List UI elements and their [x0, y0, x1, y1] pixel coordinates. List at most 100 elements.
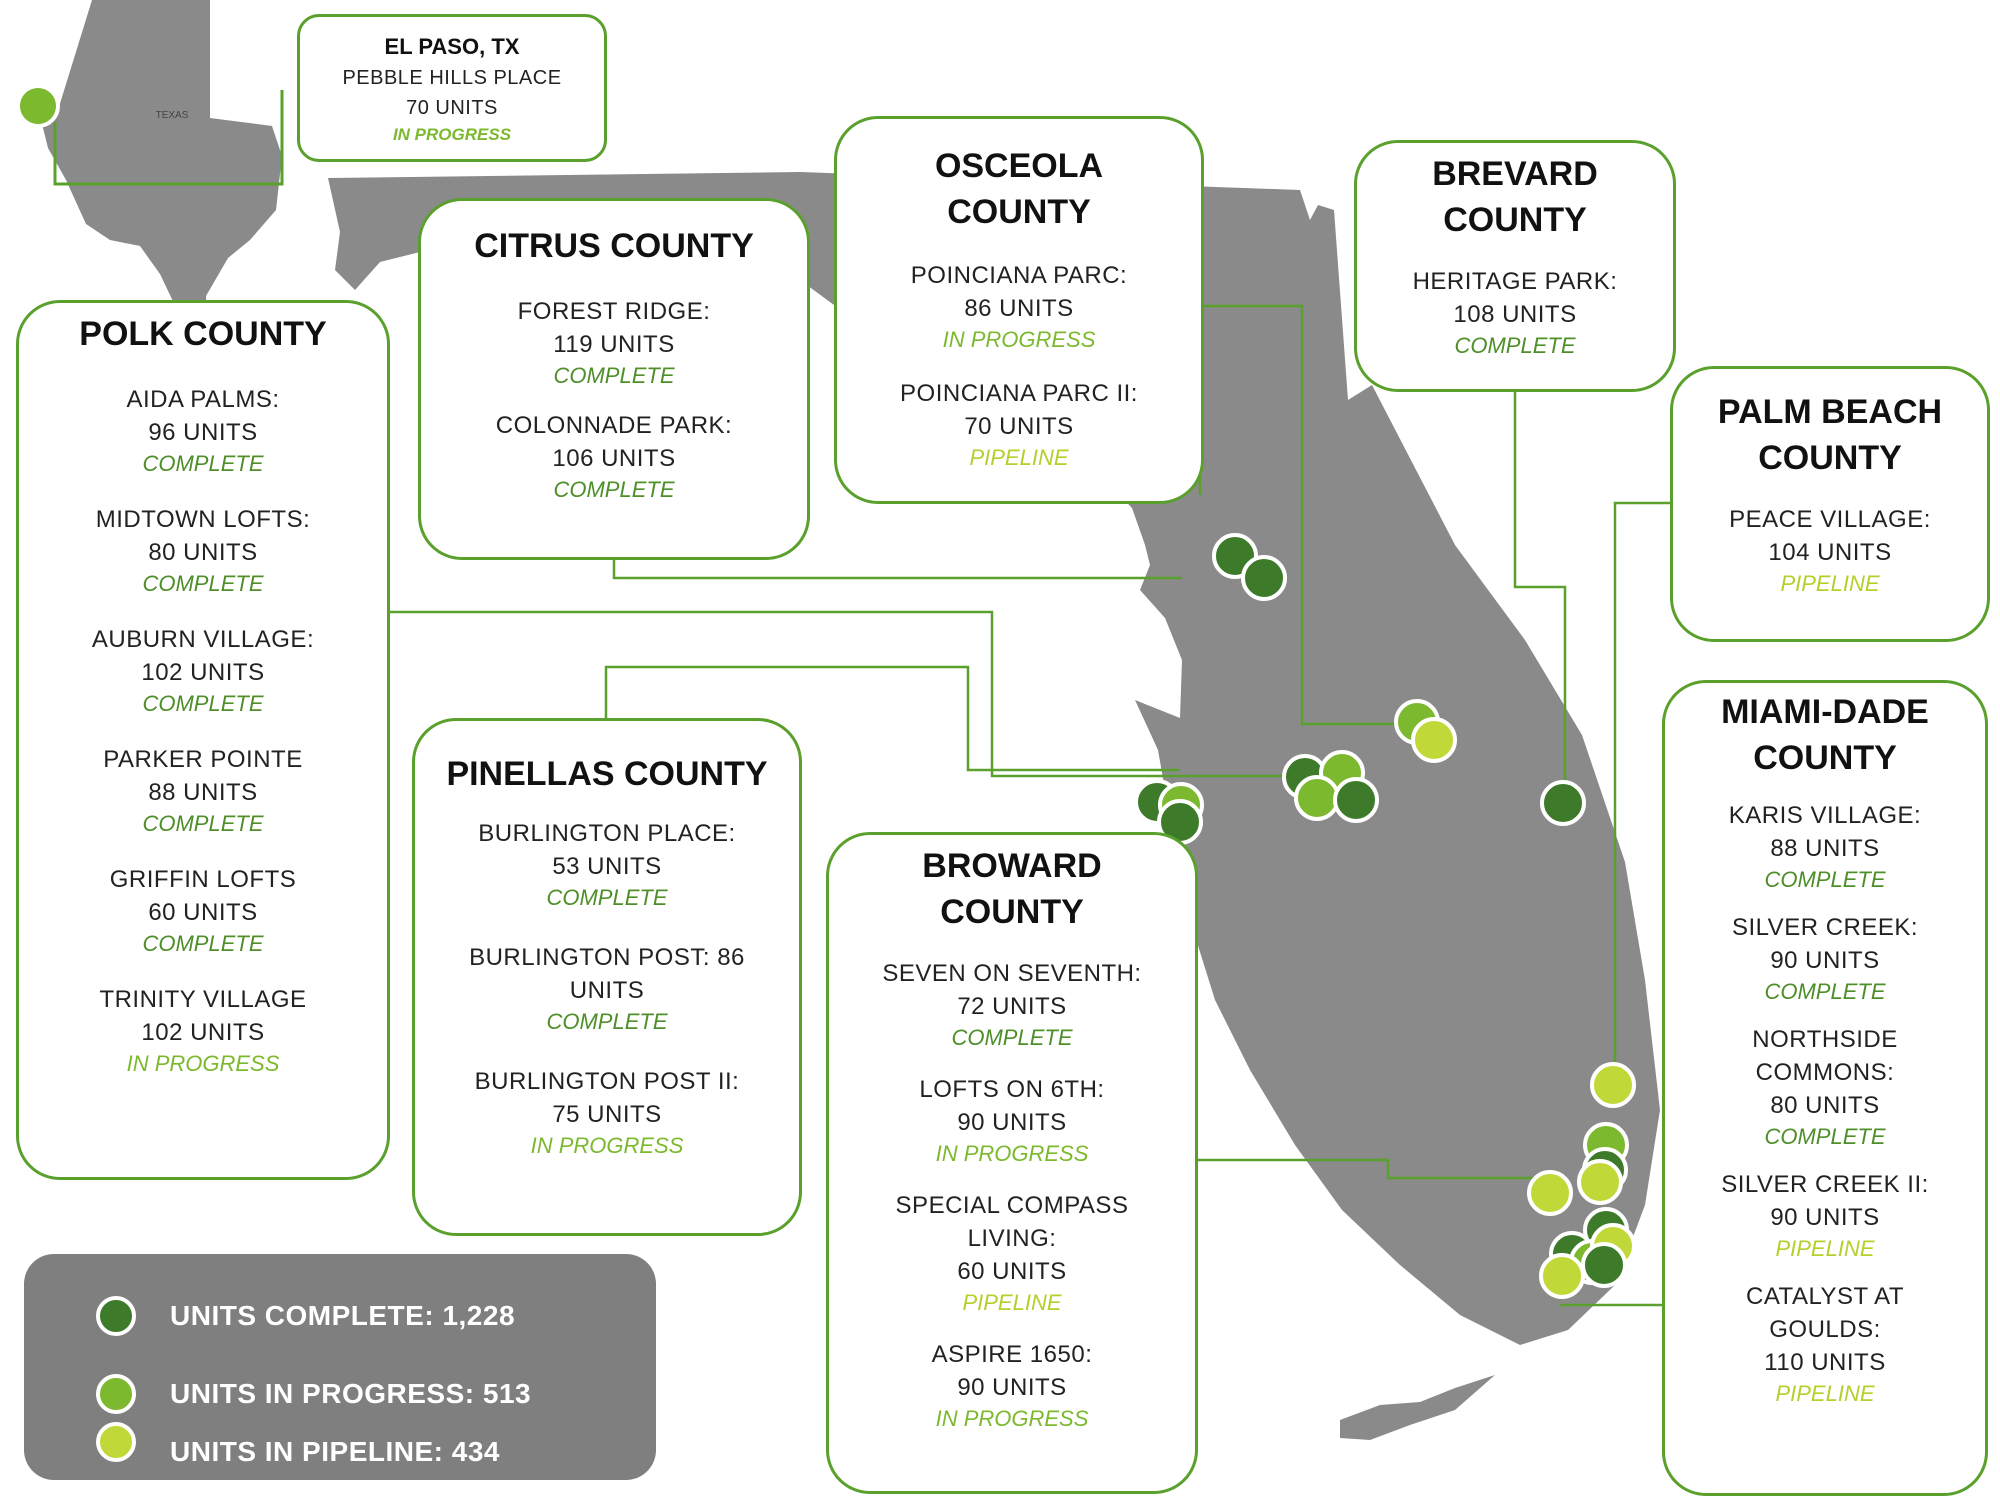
title-line: BREVARD	[1432, 155, 1598, 193]
project-name: SILVER CREEK:	[1731, 914, 1919, 941]
project-status: COMPLETE	[1764, 979, 1886, 1004]
project-name: GOULDS:	[1769, 1316, 1881, 1343]
in-progress-marker-icon	[96, 1374, 136, 1414]
project-name: BURLINGTON POST II:	[474, 1068, 740, 1095]
title-line: BROWARD	[922, 847, 1102, 885]
project-name: PEBBLE HILLS PLACE	[342, 67, 562, 89]
project-status: COMPLETE	[546, 1009, 668, 1034]
marker-pipeline	[1527, 1170, 1573, 1216]
project-name: PARKER POINTE	[103, 746, 303, 773]
project-entry: SPECIAL COMPASS LIVING: 60 UNITS PIPELIN…	[829, 1189, 1195, 1318]
citrus-connector	[612, 560, 1182, 580]
marker-in-progress	[1294, 775, 1340, 821]
project-units: 72 UNITS	[957, 993, 1067, 1020]
title-line: COUNTY	[940, 893, 1084, 931]
broward-connector	[1196, 1158, 1560, 1180]
title-line: COUNTY	[1443, 201, 1587, 239]
florida-land	[328, 172, 1660, 1345]
project-units: 86 UNITS	[964, 295, 1074, 322]
project-units: 90 UNITS	[1770, 947, 1880, 974]
legend-item-complete: UNITS COMPLETE: 1,228	[96, 1288, 515, 1344]
el-paso-connector	[53, 90, 284, 186]
pinellas-county-title: PINELLAS COUNTY	[446, 755, 768, 793]
project-name: POINCIANA PARC II:	[900, 380, 1138, 407]
marker-pipeline	[1577, 1159, 1623, 1205]
legend-label: UNITS IN PROGRESS: 513	[170, 1378, 532, 1409]
project-name: KARIS VILLAGE:	[1728, 802, 1922, 829]
project-name: MIDTOWN LOFTS:	[95, 506, 311, 533]
project-units: 119 UNITS	[553, 331, 675, 358]
project-entry: SILVER CREEK II: 90 UNITS PIPELINE	[1665, 1168, 1985, 1264]
brevard-connector	[1513, 392, 1567, 800]
project-units: 102 UNITS	[141, 1019, 265, 1046]
project-status: COMPLETE	[951, 1025, 1073, 1050]
project-name: SEVEN ON SEVENTH:	[882, 960, 1142, 987]
project-name: COMMONS:	[1755, 1059, 1895, 1086]
project-entry: POINCIANA PARC II: 70 UNITS PIPELINE	[837, 377, 1201, 473]
project-entry: KARIS VILLAGE: 88 UNITS COMPLETE	[1665, 799, 1985, 895]
project-units: 106 UNITS	[552, 445, 676, 472]
project-entry: PEACE VILLAGE: 104 UNITS PIPELINE	[1673, 503, 1987, 599]
marker-complete	[1581, 1242, 1627, 1288]
project-units: 104 UNITS	[1768, 539, 1892, 566]
project-status: PIPELINE	[962, 1290, 1062, 1315]
project-entry: PARKER POINTE 88 UNITS COMPLETE	[19, 743, 387, 839]
project-status: COMPLETE	[553, 363, 675, 388]
project-status: IN PROGRESS	[392, 125, 512, 144]
marker-complete	[1241, 555, 1287, 601]
project-status: COMPLETE	[553, 477, 675, 502]
pinellas-connector	[604, 665, 1180, 772]
project-units: 70 UNITS	[406, 97, 498, 119]
project-entry: NORTHSIDE COMMONS: 80 UNITS COMPLETE	[1665, 1023, 1985, 1152]
project-name: LOFTS ON 6TH:	[919, 1076, 1105, 1103]
project-entry: MIDTOWN LOFTS: 80 UNITS COMPLETE	[19, 503, 387, 599]
project-entry: POINCIANA PARC: 86 UNITS IN PROGRESS	[837, 259, 1201, 355]
project-name: HERITAGE PARK:	[1412, 268, 1618, 295]
el-paso-marker	[16, 84, 60, 128]
complete-marker-icon	[96, 1296, 136, 1336]
el-paso-title: EL PASO, TX	[384, 34, 520, 59]
marker-pipeline	[1539, 1253, 1585, 1299]
project-units: 70 UNITS	[964, 413, 1074, 440]
project-status: PIPELINE	[1775, 1236, 1875, 1261]
project-units: 53 UNITS	[552, 853, 662, 880]
marker-pipeline	[1411, 717, 1457, 763]
miami-dade-county-card: MIAMI-DADE COUNTY KARIS VILLAGE: 88 UNIT…	[1662, 680, 1988, 1496]
project-status: COMPLETE	[1764, 1124, 1886, 1149]
project-entry: CATALYST AT GOULDS: 110 UNITS PIPELINE	[1665, 1280, 1985, 1409]
polk-county-card: POLK COUNTY AIDA PALMS: 96 UNITS COMPLET…	[16, 300, 390, 1180]
project-entry: LOFTS ON 6TH: 90 UNITS IN PROGRESS	[829, 1073, 1195, 1169]
marker-complete	[1540, 780, 1586, 826]
project-status: PIPELINE	[1780, 571, 1880, 596]
marker-complete	[1333, 777, 1379, 823]
el-paso-card: EL PASO, TX PEBBLE HILLS PLACE 70 UNITS …	[297, 14, 607, 162]
pipeline-marker-icon	[96, 1422, 136, 1462]
palm-beach-connector	[1613, 501, 1670, 1075]
project-entry: HERITAGE PARK: 108 UNITS COMPLETE	[1357, 265, 1673, 361]
project-status: IN PROGRESS	[935, 1406, 1089, 1431]
project-status: COMPLETE	[1764, 867, 1886, 892]
texas-shape	[40, 0, 282, 336]
project-entry: ASPIRE 1650: 90 UNITS IN PROGRESS	[829, 1338, 1195, 1434]
title-line: MIAMI-DADE	[1721, 693, 1929, 731]
project-units: 96 UNITS	[148, 419, 258, 446]
project-status: PIPELINE	[1775, 1381, 1875, 1406]
palm-beach-county-title: PALM BEACH COUNTY	[1673, 389, 1987, 481]
project-name: ASPIRE 1650:	[931, 1341, 1093, 1368]
citrus-county-card: CITRUS COUNTY FOREST RIDGE: 119 UNITS CO…	[418, 198, 810, 560]
project-name: POINCIANA PARC:	[910, 262, 1128, 289]
project-units: 80 UNITS	[1770, 1092, 1880, 1119]
project-units: 90 UNITS	[957, 1109, 1067, 1136]
project-entry: COLONNADE PARK: 106 UNITS COMPLETE	[421, 409, 807, 505]
project-entry: AUBURN VILLAGE: 102 UNITS COMPLETE	[19, 623, 387, 719]
project-status: COMPLETE	[142, 811, 264, 836]
connector-lines	[388, 304, 1670, 1307]
broward-county-title: BROWARD COUNTY	[829, 843, 1195, 935]
project-units: 90 UNITS	[1770, 1204, 1880, 1231]
project-name: BURLINGTON POST: 86	[469, 944, 745, 971]
project-status: COMPLETE	[142, 691, 264, 716]
title-line: COUNTY	[1758, 439, 1902, 477]
pinellas-county-card: PINELLAS COUNTY BURLINGTON PLACE: 53 UNI…	[412, 718, 802, 1236]
project-units: 88 UNITS	[1770, 835, 1880, 862]
